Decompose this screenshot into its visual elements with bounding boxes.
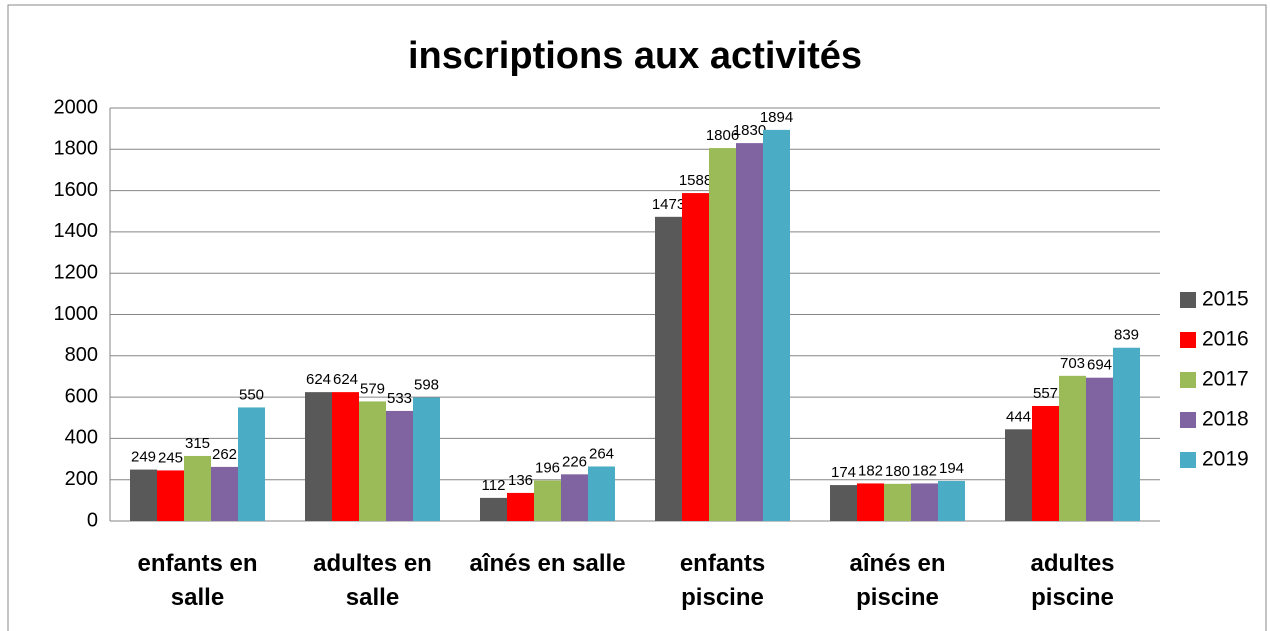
bar: [238, 407, 265, 521]
bar: [763, 129, 790, 521]
data-label: 182: [858, 462, 883, 479]
data-label: 1473: [652, 196, 685, 213]
y-tick-label: 1400: [54, 220, 99, 242]
x-tick-label: aînés en piscine: [849, 550, 946, 611]
bar: [588, 466, 615, 521]
data-label: 598: [414, 376, 439, 393]
bar: [709, 148, 736, 521]
bar: [184, 455, 211, 521]
bar: [386, 410, 413, 521]
bar: [1059, 375, 1086, 521]
bar: [359, 401, 386, 521]
bar: [507, 492, 534, 521]
bar: [911, 483, 938, 521]
bar: [1086, 377, 1113, 521]
data-label: 249: [131, 449, 156, 466]
bar: [655, 216, 682, 521]
data-label: 557: [1033, 385, 1058, 402]
bar: [884, 483, 911, 521]
frame: [7, 4, 1267, 631]
data-label: 264: [589, 445, 614, 462]
data-label: 182: [912, 462, 937, 479]
y-tick-label: 1800: [54, 138, 99, 160]
data-label: 1806: [706, 127, 739, 144]
bar: [682, 193, 709, 521]
y-tick-label: 400: [65, 427, 98, 449]
data-label: 1894: [760, 109, 793, 126]
data-label: 444: [1006, 408, 1031, 425]
bar: [736, 143, 763, 522]
y-tick-label: 600: [65, 385, 98, 407]
bar: [534, 480, 561, 521]
data-label: 112: [482, 477, 506, 494]
y-tick-label: 0: [87, 509, 98, 531]
legend-swatch: [1180, 332, 1196, 348]
data-label: 262: [212, 446, 237, 463]
legend-label: 2018: [1202, 408, 1249, 431]
bar: [830, 485, 857, 521]
data-label: 315: [185, 435, 210, 452]
bar: [130, 469, 157, 521]
x-tick-label: enfants piscine: [679, 550, 766, 611]
bar: [157, 470, 184, 521]
data-label: 194: [939, 460, 964, 477]
legend-swatch: [1180, 412, 1196, 428]
data-label: 1830: [733, 122, 766, 139]
bar: [332, 392, 359, 521]
bar: [1005, 429, 1032, 521]
bar: [305, 392, 332, 521]
x-tick-label: enfants en salle: [137, 550, 258, 611]
legend-label: 2015: [1202, 288, 1249, 311]
bar: [211, 466, 238, 521]
data-label: 245: [158, 449, 183, 466]
data-label: 624: [306, 371, 331, 388]
x-tick-label: adultes en salle: [313, 550, 432, 611]
data-label: 550: [239, 386, 264, 403]
legend-label: 2017: [1202, 368, 1249, 391]
bar: [1113, 347, 1140, 521]
data-label: 579: [360, 380, 385, 397]
data-label: 703: [1060, 355, 1085, 372]
data-label: 1588: [679, 172, 712, 189]
legend-label: 2016: [1202, 328, 1249, 351]
bar: [857, 483, 884, 521]
y-tick-label: 1200: [54, 261, 99, 283]
data-label: 136: [508, 472, 533, 489]
bar: [938, 480, 965, 521]
chart-title: inscriptions aux activités: [408, 35, 862, 77]
bar: [413, 397, 440, 521]
y-tick-label: 1000: [54, 303, 99, 325]
legend-swatch: [1180, 452, 1196, 468]
y-tick-label: 1600: [54, 179, 99, 201]
y-tick-label: 200: [65, 468, 98, 490]
data-label: 533: [387, 390, 412, 407]
x-tick-label: aînés en salle: [469, 550, 626, 577]
legend-swatch: [1180, 372, 1196, 388]
legend-label: 2019: [1202, 448, 1249, 471]
legend-swatch: [1180, 292, 1196, 308]
data-label: 226: [562, 453, 587, 470]
data-label: 694: [1087, 357, 1112, 374]
bar: [480, 497, 507, 521]
data-label: 196: [535, 459, 560, 476]
x-tick-label: adultes piscine: [1030, 550, 1115, 611]
bar: [561, 474, 588, 521]
y-tick-label: 800: [65, 344, 98, 366]
data-label: 624: [333, 371, 358, 388]
data-label: 839: [1114, 327, 1139, 344]
bar: [1032, 405, 1059, 521]
y-tick-label: 2000: [54, 96, 99, 118]
data-label: 180: [885, 463, 910, 480]
data-label: 174: [831, 464, 856, 481]
